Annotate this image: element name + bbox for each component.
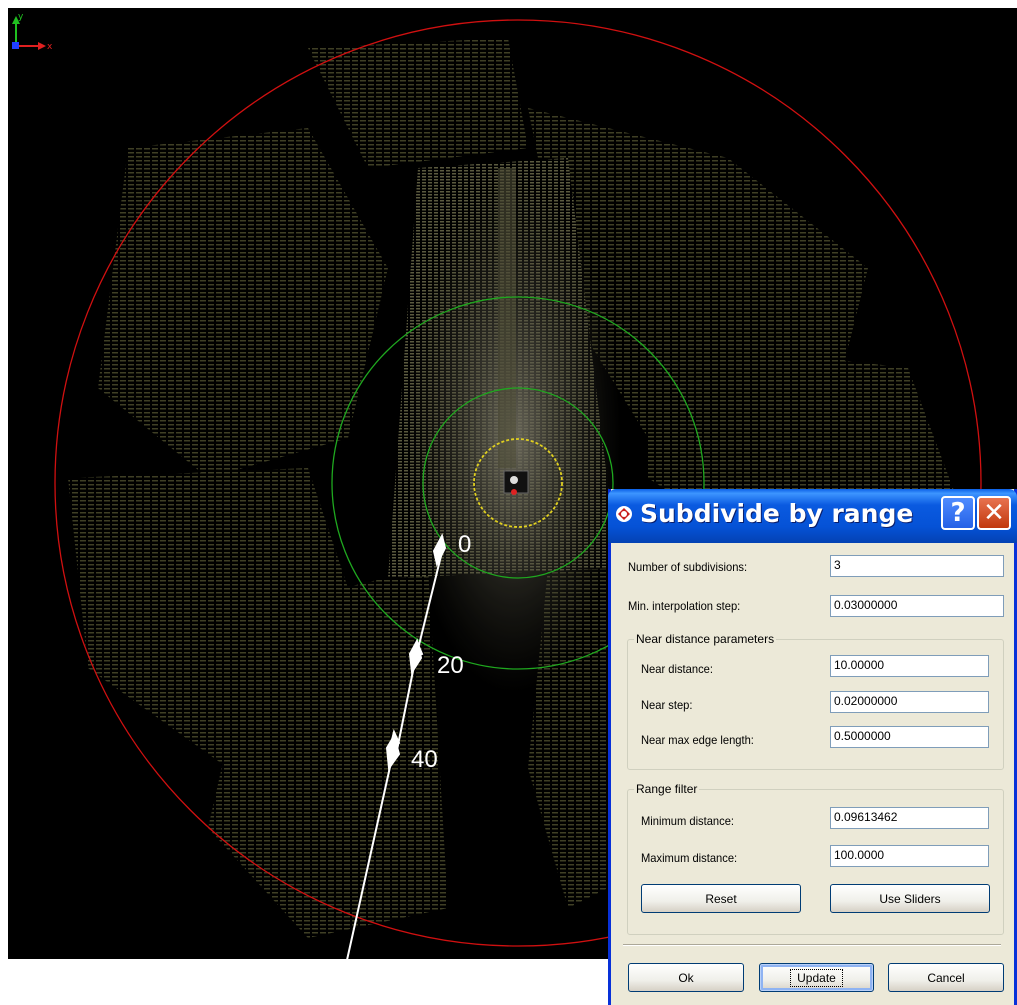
min-interpolation-step-label: Min. interpolation step: [628,599,741,613]
maximum-distance-label: Maximum distance: [641,851,738,865]
number-of-subdivisions-field[interactable]: 3 [830,555,1004,577]
near-distance-label: Near distance: [641,662,713,676]
minimum-distance-label: Minimum distance: [641,814,735,828]
range-filter-group: Range filter [627,782,1004,935]
dialog-titlebar[interactable]: Subdivide by range ? ✕ [608,489,1017,543]
update-button-label: Update [790,968,843,987]
near-step-label: Near step: [641,698,693,712]
reset-button[interactable]: Reset [641,884,801,913]
close-button[interactable]: ✕ [977,496,1011,530]
range-filter-group-title: Range filter [634,782,700,796]
cancel-button[interactable]: Cancel [888,963,1004,992]
axis-x-label: x [47,42,53,52]
update-button[interactable]: Update [759,963,874,992]
outer-range-circle [54,19,982,947]
use-sliders-button[interactable]: Use Sliders [830,884,990,913]
range-label-40: 40 [411,746,438,773]
min-interpolation-step-field[interactable]: 0.03000000 [830,595,1004,617]
near-distance-group: Near distance parameters [627,632,1004,770]
far-range-circle [331,296,705,670]
dialog-separator [623,944,1001,946]
point-cloud-viewport[interactable]: y x 0 20 40 [8,8,1017,959]
help-button[interactable]: ? [941,496,975,530]
near-max-edge-length-label: Near max edge length: [641,733,754,747]
ok-button[interactable]: Ok [628,963,744,992]
subdivide-dialog: Subdivide by range ? ✕ Number of subdivi… [608,489,1017,1005]
range-label-0: 0 [458,531,471,558]
inner-range-circle [473,438,563,528]
near-distance-field[interactable]: 10.00000 [830,655,989,677]
axis-indicator: y x [12,12,53,52]
dialog-title: Subdivide by range [640,499,914,528]
minimum-distance-field[interactable]: 0.09613462 [830,807,989,829]
range-label-20: 20 [437,652,464,679]
axis-y-label: y [18,12,24,22]
near-distance-group-title: Near distance parameters [634,632,777,646]
app-logo-icon [616,506,632,522]
point-cloud-canvas[interactable]: y x 0 20 40 [8,8,1017,959]
near-range-circle [422,387,614,579]
point-cloud [68,38,968,938]
near-step-field[interactable]: 0.02000000 [830,691,989,713]
range-arrows [346,533,447,959]
maximum-distance-field[interactable]: 100.0000 [830,845,989,867]
near-max-edge-length-field[interactable]: 0.5000000 [830,726,989,748]
number-of-subdivisions-label: Number of subdivisions: [628,560,748,574]
